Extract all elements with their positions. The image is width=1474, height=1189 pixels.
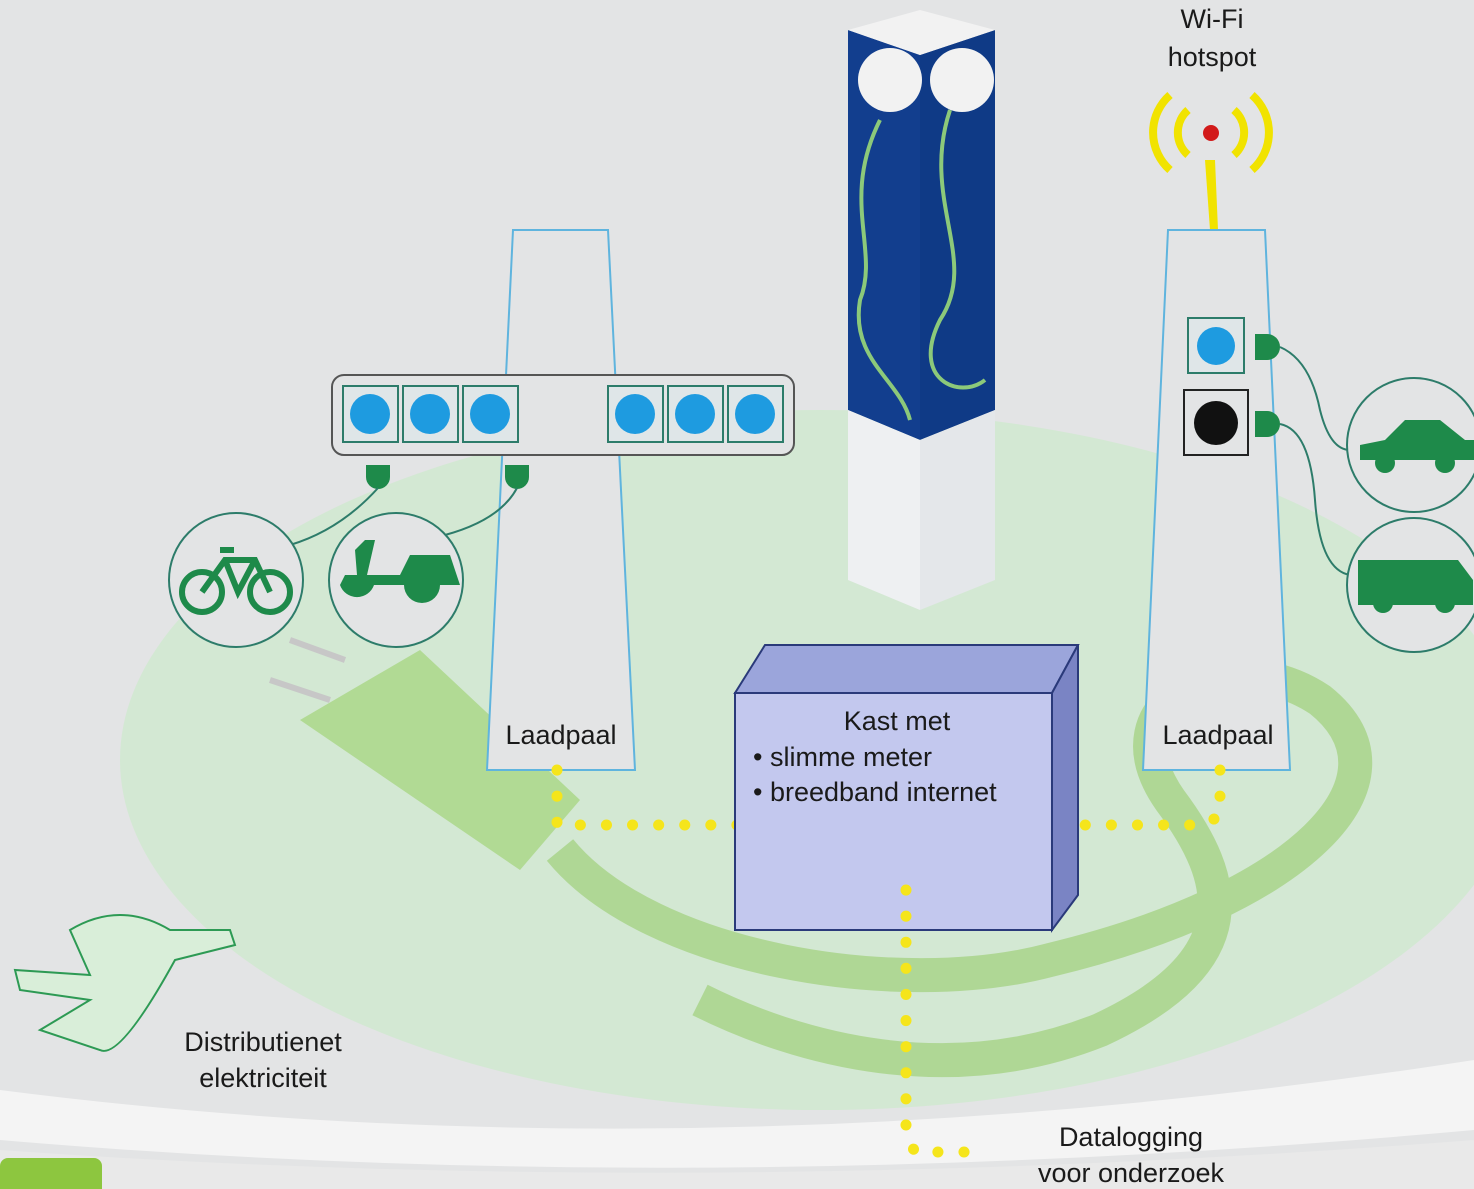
data-line: [900, 884, 971, 1158]
cable: [289, 487, 379, 546]
swoosh-lower: [0, 1140, 1474, 1189]
cabinet: [734, 692, 1053, 931]
plug: [1255, 334, 1280, 360]
corner-tab: [0, 1158, 102, 1189]
cabinet-side: [1051, 644, 1079, 934]
grid-label: Distributienet: [184, 1027, 342, 1057]
sockets: [342, 385, 784, 443]
plug: [1255, 411, 1280, 437]
datalogging-label: Datalogging: [1059, 1122, 1203, 1152]
totem-panel: [848, 410, 920, 610]
plug: [505, 465, 529, 489]
socket-strip: [331, 374, 795, 456]
cable: [1279, 346, 1351, 451]
wifi-label: hotspot: [1168, 42, 1257, 72]
datalogging-label: voor onderzoek: [1038, 1158, 1225, 1188]
socket: [1197, 327, 1235, 365]
totem-right: [920, 30, 995, 440]
cabinet-item: • slimme meter: [753, 742, 932, 772]
charging-pole: [1141, 229, 1292, 771]
car: [1360, 420, 1474, 460]
cable: [444, 487, 518, 536]
scooter: [340, 540, 460, 603]
cabinet-item: • breedband internet: [753, 777, 997, 807]
totem-bike-badge: [858, 48, 922, 112]
cabinet-top: [733, 644, 1080, 694]
wifi-label: Wi-Fi: [1181, 4, 1244, 34]
socket: [410, 394, 450, 434]
totem-swirl: [856, 109, 987, 421]
wheel: [1373, 593, 1393, 613]
totem-car-badge: [930, 48, 994, 112]
pole-label: Laadpaal: [505, 720, 616, 750]
socket: [675, 394, 715, 434]
wifi-dot: [1203, 125, 1219, 141]
antenna: [1205, 160, 1218, 230]
socket: [735, 394, 775, 434]
socket-black: [1194, 401, 1238, 445]
charging-pole: [485, 229, 637, 771]
swoosh: [0, 1060, 1474, 1168]
grid-label: elektriciteit: [199, 1063, 327, 1093]
cable: [1279, 423, 1351, 576]
socket: [350, 394, 390, 434]
plug-large: [300, 650, 580, 870]
socket: [615, 394, 655, 434]
plug: [366, 465, 390, 489]
wheel: [1435, 453, 1455, 473]
totem-left: [848, 30, 920, 440]
data-line: [1002, 764, 1226, 831]
bike: [179, 547, 293, 615]
totem-top: [848, 10, 995, 55]
grid-plug: [13, 914, 237, 1052]
pole-label: Laadpaal: [1162, 720, 1273, 750]
plug-pins: [269, 637, 347, 703]
cabinet-title: Kast met: [844, 706, 951, 736]
totem-panel: [920, 410, 995, 610]
wifi-waves: [1149, 92, 1273, 173]
wheel: [1375, 453, 1395, 473]
wheel: [1435, 593, 1455, 613]
socket: [470, 394, 510, 434]
data-line: [551, 764, 776, 831]
